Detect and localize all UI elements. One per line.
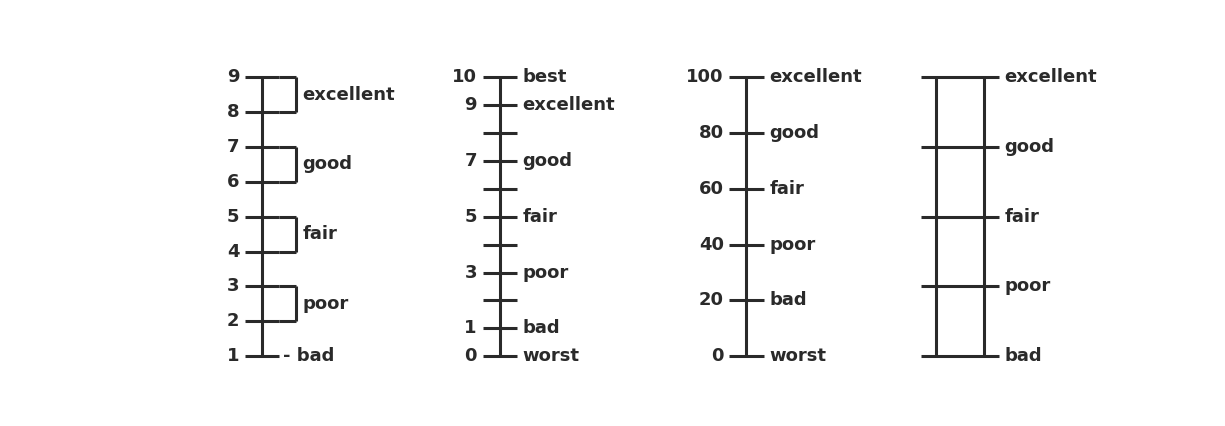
Text: 3: 3 [227,277,240,296]
Text: 1: 1 [464,320,477,337]
Text: good: good [522,152,572,170]
Text: bad: bad [522,320,560,337]
Text: 9: 9 [227,68,240,86]
Text: excellent: excellent [1004,68,1098,86]
Text: 40: 40 [698,236,724,253]
Text: 10: 10 [452,68,477,86]
Text: 60: 60 [698,180,724,198]
Text: worst: worst [522,347,579,365]
Text: 5: 5 [227,208,240,226]
Text: fair: fair [522,208,557,226]
Text: poor: poor [522,264,568,282]
Text: good: good [303,155,352,173]
Text: 0: 0 [712,347,724,365]
Text: fair: fair [769,180,804,198]
Text: - bad: - bad [283,347,334,365]
Text: good: good [769,124,820,142]
Text: 7: 7 [464,152,477,170]
Text: 8: 8 [227,103,240,121]
Text: 4: 4 [227,243,240,261]
Text: fair: fair [303,225,337,243]
Text: 100: 100 [686,68,724,86]
Text: 5: 5 [464,208,477,226]
Text: 0: 0 [464,347,477,365]
Text: 6: 6 [227,173,240,191]
Text: 3: 3 [464,264,477,282]
Text: bad: bad [769,291,807,309]
Text: excellent: excellent [769,68,862,86]
Text: good: good [1004,138,1055,156]
Text: poor: poor [769,236,816,253]
Text: 7: 7 [227,138,240,156]
Text: bad: bad [1004,347,1042,365]
Text: excellent: excellent [522,96,615,114]
Text: 80: 80 [698,124,724,142]
Text: 2: 2 [227,312,240,330]
Text: 20: 20 [698,291,724,309]
Text: poor: poor [1004,277,1051,296]
Text: 1: 1 [227,347,240,365]
Text: best: best [522,68,567,86]
Text: 9: 9 [464,96,477,114]
Text: poor: poor [303,295,348,313]
Text: fair: fair [1004,208,1040,226]
Text: worst: worst [769,347,827,365]
Text: excellent: excellent [303,86,394,104]
